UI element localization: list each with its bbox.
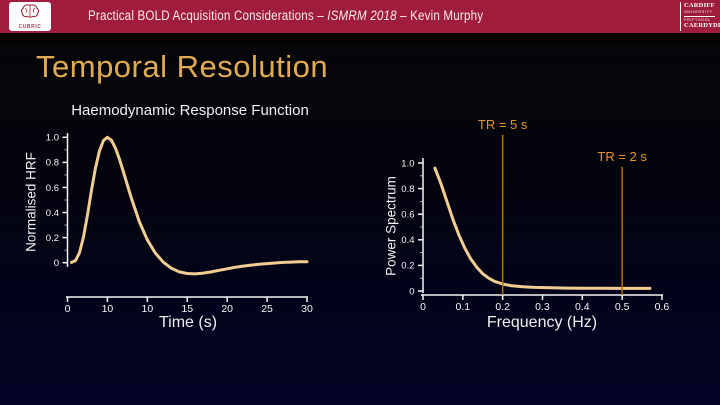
cardiff-logo-divider <box>684 16 715 18</box>
cardiff-logo-line3: PRIFYSGOL <box>684 18 711 23</box>
cardiff-logo-line1: CARDIFF <box>684 2 715 9</box>
x-tick-label: 0.6 <box>655 301 670 313</box>
x-tick-label: 30 <box>301 303 313 315</box>
cardiff-logo-line2: UNIVERSITY <box>684 9 713 14</box>
y-tick-label: 0 <box>409 286 414 297</box>
y-tick-label: 0.6 <box>46 183 59 194</box>
x-tick-label: 10 <box>141 303 153 315</box>
x-tick-label: 0.1 <box>456 301 471 313</box>
header-title-prefix: Practical BOLD Acquisition Consideration… <box>88 8 328 23</box>
cardiff-logo-line4: CAERDYDD <box>684 21 720 29</box>
y-tick-label: 0.6 <box>401 210 414 221</box>
y-tick-label: 0.4 <box>46 208 59 219</box>
y-tick-label: 0.2 <box>46 233 59 244</box>
series-curve <box>70 135 309 276</box>
header-title: Practical BOLD Acquisition Consideration… <box>88 8 483 23</box>
x-tick-label: 0.3 <box>535 301 550 313</box>
y-tick-label: 0.4 <box>401 235 414 246</box>
power-spectrum-chart: 0 0.2 0.4 0.6 0.8 1.0 0 0.1 0.2 0.3 0.4 0.5 0.6 TR = … <box>401 117 670 313</box>
y-tick-label: 0.8 <box>46 158 59 169</box>
x-tick-label: 0 <box>420 301 426 313</box>
hrf-chart-title: Haemodynamic Response Function <box>71 102 309 119</box>
series-curve <box>433 166 652 290</box>
x-tick-label: 10 <box>102 303 114 315</box>
x-tick-label: 0.4 <box>575 301 590 313</box>
header-divider-strip <box>0 33 720 41</box>
y-tick-label: 0 <box>54 258 59 269</box>
x-tick-label: 0.5 <box>615 301 630 313</box>
tr-annotation-label: TR = 5 s <box>478 117 528 132</box>
cubric-label: CUBRIC <box>18 23 42 30</box>
y-tick-label: 0.8 <box>401 184 414 195</box>
x-tick-label: 25 <box>261 303 273 315</box>
header-title-suffix: – Kevin Murphy <box>396 8 484 23</box>
page-title: Temporal Resolution <box>36 49 329 84</box>
hrf-chart: 0 0.2 0.4 0.6 0.8 1.0 0 10 10 15 20 25 30 <box>46 133 313 315</box>
x-tick-label: 20 <box>221 303 233 315</box>
x-tick-label: 0 <box>65 303 71 315</box>
cardiff-university-logo: CARDIFF UNIVERSITY PRIFYSGOL CAERDYDD <box>680 2 720 31</box>
y-tick-label: 1.0 <box>401 158 414 169</box>
x-tick-label: 0.2 <box>495 301 510 313</box>
cubric-logo: CUBRIC <box>9 2 51 31</box>
header-bar: CUBRIC Practical BOLD Acquisition Consid… <box>0 0 720 33</box>
power-spectrum-x-axis-label: Frequency (Hz) <box>486 314 598 331</box>
tr-annotation-label: TR = 2 s <box>597 149 647 164</box>
y-tick-label: 0.2 <box>401 261 414 272</box>
hrf-x-axis-label: Time (s) <box>158 314 218 331</box>
y-tick-label: 1.0 <box>46 133 59 144</box>
brain-icon <box>19 3 41 24</box>
x-tick-label: 15 <box>181 303 193 315</box>
header-title-conference: ISMRM 2018 <box>327 8 397 23</box>
